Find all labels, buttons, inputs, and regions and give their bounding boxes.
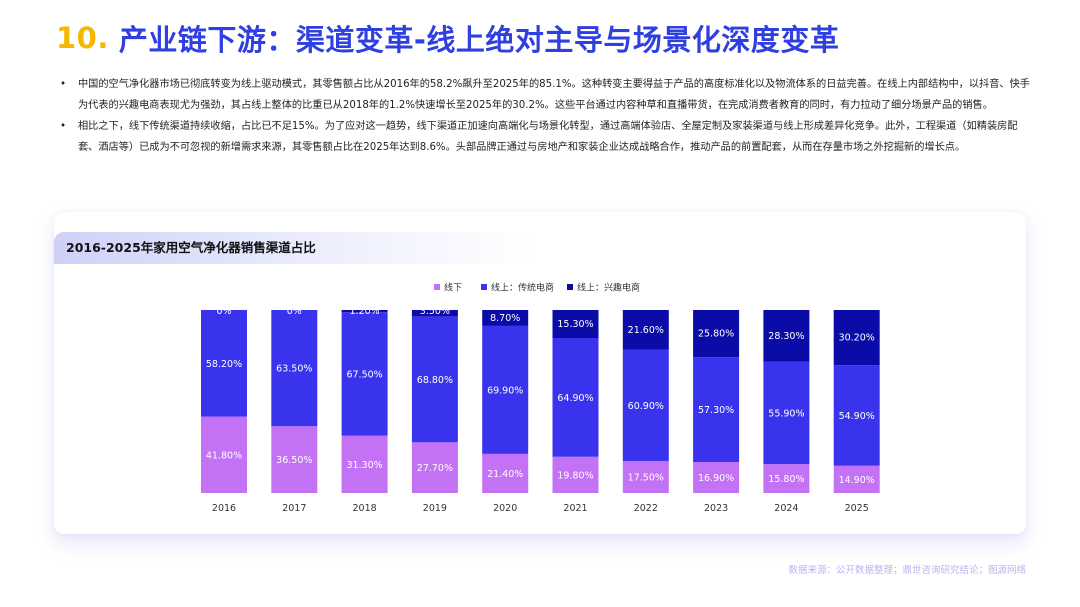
bar-segment: [833, 465, 880, 493]
bar-segment: [833, 365, 880, 466]
legend-label: 线上：兴趣电商: [577, 282, 640, 294]
chart-title: 2016-2025年家用空气净化器销售渠道占比: [66, 240, 316, 255]
legend-label: 线下: [444, 282, 462, 294]
x-tick-label: 2021: [563, 503, 587, 514]
chart-card: 2016-2025年家用空气净化器销售渠道占比 线下 线上：传统电商 线上：兴趣电商…: [54, 212, 1026, 534]
bar-segment: [552, 310, 599, 338]
bar-segment: [763, 310, 810, 362]
bullet-item: • 相比之下，线下传统渠道持续收缩，占比已不足15%。为了应对这一趋势，线下渠道…: [58, 116, 1030, 158]
x-tick-label: 2024: [774, 503, 798, 514]
legend-label: 线上：传统电商: [491, 282, 554, 294]
data-label: 55.90%: [768, 408, 804, 419]
data-label: 54.90%: [839, 411, 875, 422]
x-tick-label: 2019: [423, 503, 447, 514]
page-title: 10. 产业链下游：渠道变革-线上绝对主导与场景化深度变革: [56, 16, 839, 60]
bar-segment: [552, 456, 599, 493]
data-label: 28.30%: [768, 331, 804, 342]
x-tick-label: 2017: [282, 503, 306, 514]
x-tick-label: 2018: [353, 503, 377, 514]
bar-segment: [341, 310, 388, 313]
bullet-text: 相比之下，线下传统渠道持续收缩，占比已不足15%。为了应对这一趋势，线下渠道正加…: [78, 121, 1018, 153]
x-tick-label: 2022: [634, 503, 658, 514]
data-label: 67.50%: [346, 369, 382, 380]
bar-segment: [622, 460, 669, 493]
x-tick-label: 2020: [493, 503, 517, 514]
legend-swatch: [481, 284, 487, 290]
section-title: 产业链下游：渠道变革-线上绝对主导与场景化深度变革: [118, 23, 840, 57]
x-tick-label: 2025: [845, 503, 869, 514]
bar-segment: [622, 310, 669, 350]
data-label: 31.30%: [346, 460, 382, 471]
x-tick-label: 2016: [212, 503, 236, 514]
data-source-note: 数据来源：公开数据整理；鼎世咨询研究结论；图源网络: [788, 565, 1026, 576]
bar-segment: [201, 416, 247, 493]
data-label: 17.50%: [628, 472, 664, 483]
bar-segment: [201, 310, 247, 417]
bar-segment: [271, 426, 318, 493]
bar-segment: [411, 310, 458, 317]
data-label: 19.80%: [557, 470, 593, 481]
stacked-bar-chart: 线下 线上：传统电商 线上：兴趣电商 41.80% 58.20% 0% 2016 36.50%…: [201, 282, 880, 514]
data-label: 15.80%: [768, 474, 804, 485]
data-label: 21.40%: [487, 469, 523, 480]
data-label: 1.20%: [350, 306, 380, 317]
bar-segment: [271, 310, 318, 427]
data-label: 57.30%: [698, 405, 734, 416]
bullet-text: 中国的空气净化器市场已彻底转变为线上驱动模式，其零售额占比从2016年的58.2…: [78, 79, 1030, 111]
bar-segment: [693, 462, 740, 493]
bar-segment: [833, 310, 880, 366]
data-label: 27.70%: [417, 463, 453, 474]
bullet-item: • 中国的空气净化器市场已彻底转变为线上驱动模式，其零售额占比从2016年的58…: [58, 74, 1030, 116]
data-label: 0%: [287, 306, 302, 317]
bar-segment: [693, 310, 740, 358]
data-label: 8.70%: [490, 313, 520, 324]
data-label: 64.90%: [557, 393, 593, 404]
legend-swatch: [434, 284, 440, 290]
bullet-dot: •: [60, 79, 67, 90]
data-label: 16.90%: [698, 473, 734, 484]
data-label: 14.90%: [839, 475, 875, 486]
data-label: 36.50%: [276, 455, 312, 466]
data-label: 63.50%: [276, 364, 312, 375]
x-tick-label: 2023: [704, 503, 728, 514]
data-label: 15.30%: [557, 319, 593, 330]
bar-segment: [622, 349, 669, 461]
bar-segment: [341, 312, 388, 436]
data-label: 69.90%: [487, 385, 523, 396]
data-label: 58.20%: [206, 359, 242, 370]
bar-segment: [482, 310, 529, 326]
data-label: 41.80%: [206, 450, 242, 461]
data-label: 0%: [216, 306, 231, 317]
bar-segment: [482, 453, 529, 493]
bullet-dot: •: [60, 121, 67, 132]
bar-segment: [763, 464, 810, 493]
bar-segment: [411, 316, 458, 443]
chart-header-band: 2016-2025年家用空气净化器销售渠道占比: [54, 232, 534, 264]
section-number: 10.: [56, 21, 109, 55]
data-label: 25.80%: [698, 329, 734, 340]
data-label: 60.90%: [628, 401, 664, 412]
bar-segment: [693, 357, 740, 463]
legend-swatch: [567, 284, 573, 290]
data-label: 68.80%: [417, 375, 453, 386]
summary-bullets: • 中国的空气净化器市场已彻底转变为线上驱动模式，其零售额占比从2016年的58…: [58, 74, 1030, 158]
data-label: 21.60%: [628, 325, 664, 336]
bar-segment: [341, 435, 388, 493]
data-label: 3.50%: [420, 306, 450, 317]
bar-segment: [552, 337, 599, 457]
data-label: 30.20%: [839, 333, 875, 344]
bar-segment: [763, 361, 810, 465]
bar-segment: [411, 442, 458, 493]
bar-segment: [482, 325, 529, 454]
